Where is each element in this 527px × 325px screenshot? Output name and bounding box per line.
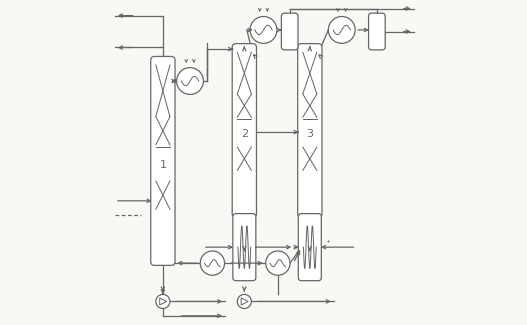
FancyBboxPatch shape — [298, 214, 321, 281]
Circle shape — [156, 294, 170, 308]
FancyBboxPatch shape — [298, 44, 322, 217]
Circle shape — [250, 17, 277, 43]
FancyBboxPatch shape — [232, 44, 257, 217]
Circle shape — [328, 17, 355, 43]
FancyBboxPatch shape — [281, 13, 298, 50]
Text: 1: 1 — [159, 160, 167, 170]
Text: 2: 2 — [241, 129, 248, 139]
FancyBboxPatch shape — [233, 214, 256, 281]
Circle shape — [177, 68, 203, 95]
Circle shape — [237, 294, 251, 308]
Circle shape — [200, 251, 225, 275]
Text: 3: 3 — [306, 129, 314, 139]
FancyBboxPatch shape — [368, 13, 385, 50]
FancyBboxPatch shape — [151, 57, 175, 265]
Circle shape — [266, 251, 290, 275]
